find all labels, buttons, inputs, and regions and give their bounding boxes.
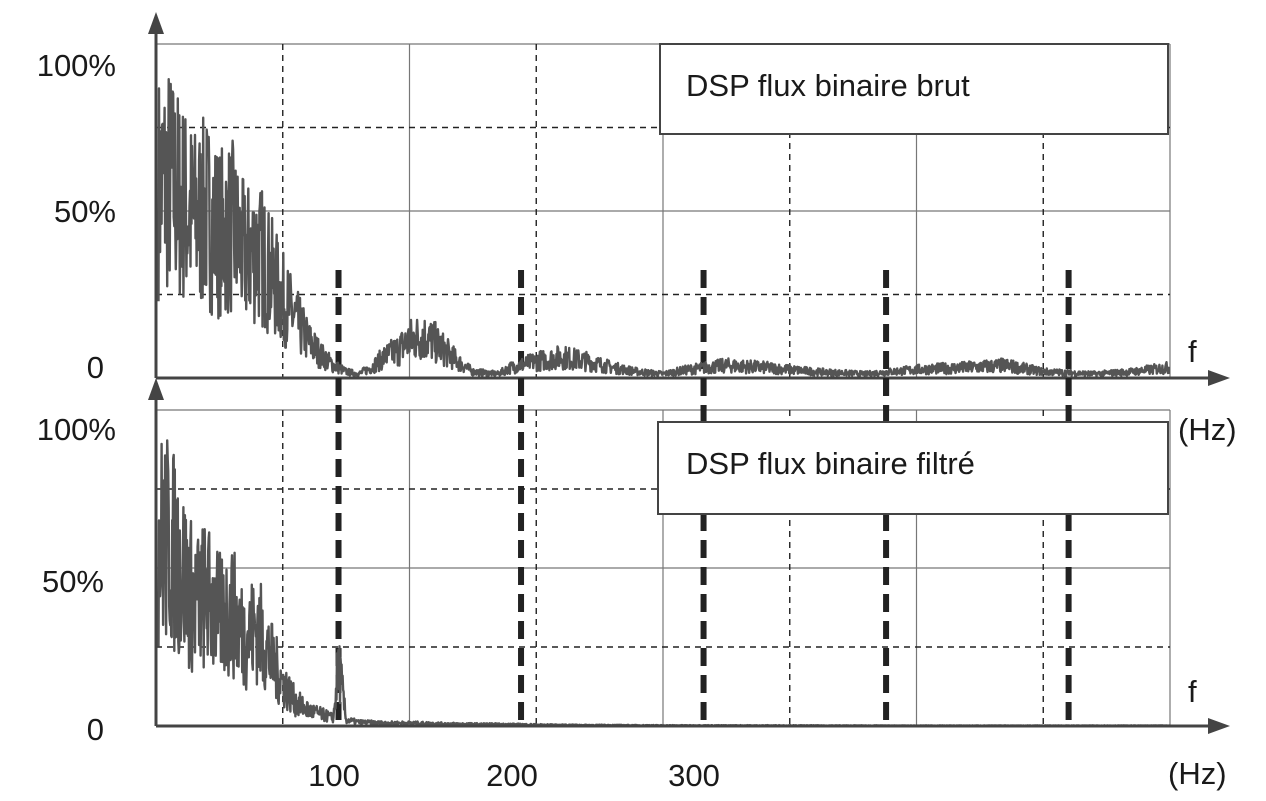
axes	[148, 378, 1230, 734]
y-tick-label-100: 100%	[37, 412, 116, 447]
legend: DSP flux binaire filtré	[657, 421, 1169, 515]
y-tick-label-50: 50%	[42, 564, 104, 599]
x-axis-unit: (Hz)	[1168, 756, 1227, 791]
axes	[148, 12, 1230, 386]
y-tick-label-50: 50%	[54, 194, 116, 229]
raw-spectrum-series	[157, 78, 1170, 378]
x-axis-label: f	[1188, 334, 1197, 369]
y-tick-label-0: 0	[87, 712, 104, 747]
y-axis-arrow	[148, 12, 164, 34]
chart-raw-bitstream: DSP flux binaire brut 100% 50% 0 f (Hz)	[37, 12, 1237, 447]
spectrum-line	[157, 78, 1170, 378]
legend-label: DSP flux binaire brut	[686, 68, 970, 103]
x-tick-label-100: 100	[308, 758, 360, 793]
x-tick-label-200: 200	[486, 758, 538, 793]
x-tick-label-300: 300	[668, 758, 720, 793]
x-axis-arrow	[1208, 370, 1230, 386]
legend: DSP flux binaire brut	[659, 43, 1169, 135]
y-tick-label-0: 0	[87, 350, 104, 385]
x-axis-label: f	[1188, 674, 1197, 709]
x-axis-unit: (Hz)	[1178, 412, 1237, 447]
legend-label: DSP flux binaire filtré	[686, 446, 975, 481]
legend-box	[657, 421, 1169, 515]
y-tick-label-100: 100%	[37, 48, 116, 83]
legend-box	[659, 43, 1169, 135]
x-axis-arrow	[1208, 718, 1230, 734]
y-axis-arrow	[148, 378, 164, 400]
chart-filtered-bitstream: DSP flux binaire filtré 100% 50% 0 100 2…	[37, 378, 1230, 793]
